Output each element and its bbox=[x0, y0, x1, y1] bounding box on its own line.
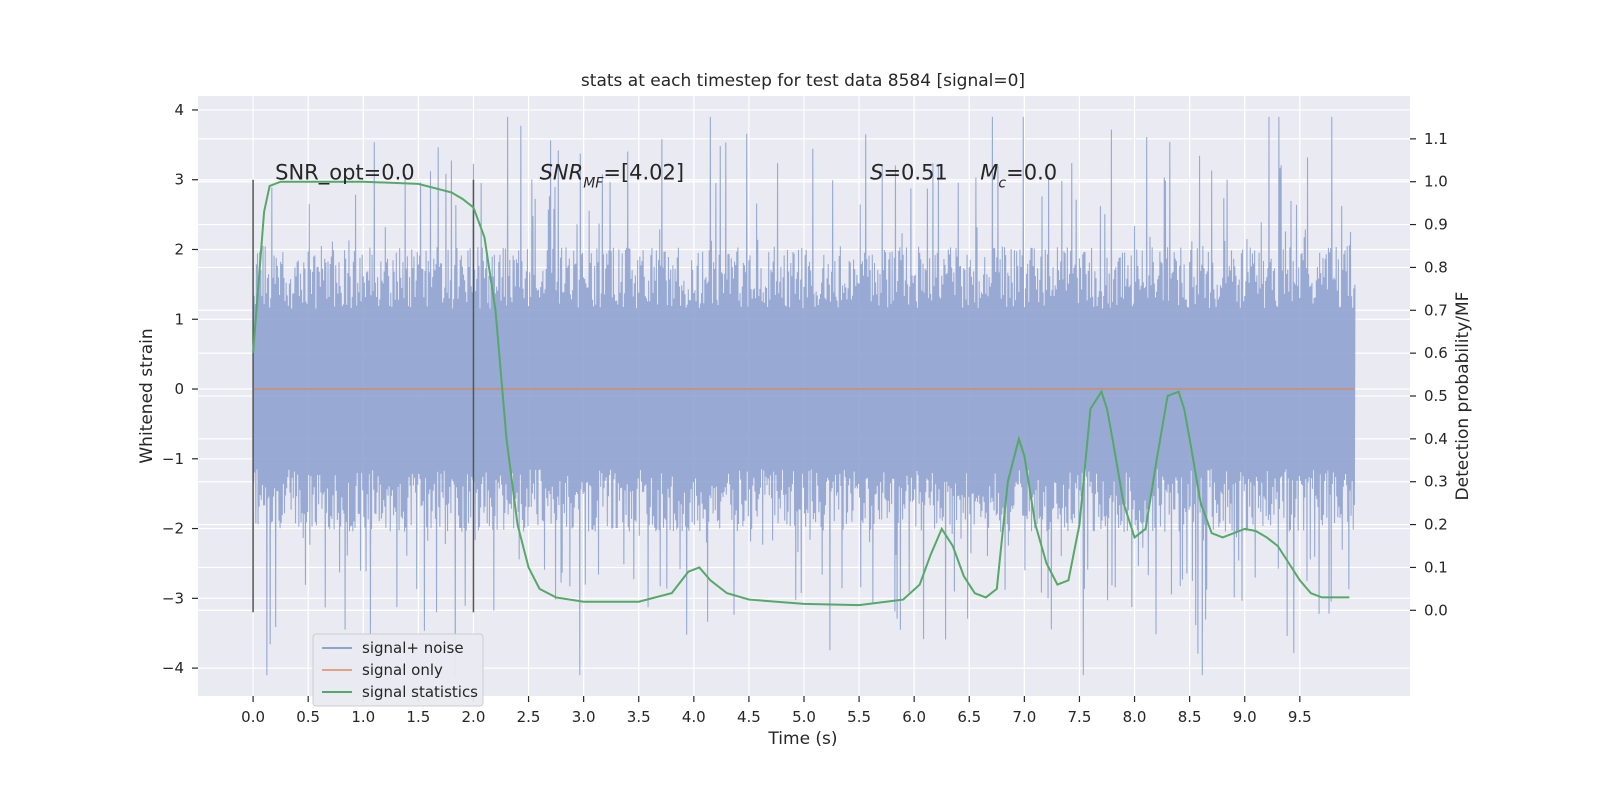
y-left-tick-label: 2 bbox=[174, 240, 184, 258]
x-tick-label: 0.0 bbox=[241, 708, 265, 726]
x-tick-label: 9.5 bbox=[1288, 708, 1312, 726]
y-left-axis-ticks: 4 3 2 1 0 −1 −2 −3 −4 bbox=[162, 101, 198, 677]
x-tick-label: 5.5 bbox=[847, 708, 871, 726]
x-tick-label: 0.5 bbox=[296, 708, 320, 726]
y-left-tick-label: −4 bbox=[162, 659, 184, 677]
y-left-tick-label: 1 bbox=[174, 310, 184, 328]
y-left-tick-label: 0 bbox=[174, 380, 184, 398]
y-right-tick-label: 0.2 bbox=[1424, 516, 1448, 534]
legend-box bbox=[312, 633, 484, 707]
x-tick-label: 2.0 bbox=[462, 708, 486, 726]
y-left-axis-label: Whitened strain bbox=[137, 328, 157, 463]
x-tick-label: 5.0 bbox=[792, 708, 816, 726]
y-right-tick-label: 0.9 bbox=[1424, 216, 1448, 234]
y-right-tick-label: 0.8 bbox=[1424, 258, 1448, 276]
noise-line bbox=[252, 116, 1356, 676]
y-right-tick-label: 0.6 bbox=[1424, 344, 1448, 362]
x-tick-label: 6.0 bbox=[902, 708, 926, 726]
y-right-tick-label: 1.1 bbox=[1424, 130, 1448, 148]
x-tick-label: 1.5 bbox=[406, 708, 430, 726]
x-axis-ticks: 0.0 0.5 1.0 1.5 2.0 2.5 3.0 3.5 4.0 4.5 5.0 5.5 6.0 6… bbox=[241, 696, 1312, 726]
y-right-tick-label: 0.4 bbox=[1424, 430, 1448, 448]
x-tick-label: 7.0 bbox=[1012, 708, 1036, 726]
annotation: S=0.51 bbox=[870, 161, 948, 185]
y-right-tick-label: 0.1 bbox=[1424, 558, 1448, 576]
annotation: SNRMF=[4.02] bbox=[540, 161, 685, 192]
x-axis-label: Time (s) bbox=[767, 729, 837, 749]
y-left-tick-label: −3 bbox=[162, 589, 184, 607]
y-right-tick-label: 0.5 bbox=[1424, 387, 1448, 405]
legend-label-signal-noise: signal+ noise bbox=[362, 639, 464, 657]
chart-title: stats at each timestep for test data 858… bbox=[581, 71, 1025, 91]
y-left-tick-label: −1 bbox=[162, 450, 184, 468]
annotation: SNR_opt=0.0 bbox=[275, 161, 415, 186]
x-tick-label: 6.5 bbox=[957, 708, 981, 726]
legend-label-signal-only: signal only bbox=[362, 661, 443, 679]
y-right-tick-label: 0.0 bbox=[1424, 601, 1448, 619]
y-right-tick-label: 0.7 bbox=[1424, 301, 1448, 319]
x-tick-label: 8.0 bbox=[1123, 708, 1147, 726]
x-tick-label: 7.5 bbox=[1068, 708, 1092, 726]
x-tick-label: 8.5 bbox=[1178, 708, 1202, 726]
x-tick-label: 9.0 bbox=[1233, 708, 1257, 726]
annotations: SNR_opt=0.0 SNRMF=[4.02] S=0.51 Mc=0.0 bbox=[275, 161, 1057, 192]
signal-statistics-line bbox=[252, 180, 1350, 607]
annotation: Mc=0.0 bbox=[980, 161, 1057, 192]
x-tick-label: 2.5 bbox=[517, 708, 541, 726]
y-left-tick-label: 4 bbox=[174, 101, 184, 119]
x-tick-label: 1.0 bbox=[351, 708, 375, 726]
y-right-axis-label: Detection probability/MF bbox=[1453, 292, 1473, 501]
y-right-tick-label: 1.0 bbox=[1424, 173, 1448, 191]
legend-label-signal-statistics: signal statistics bbox=[362, 683, 478, 701]
y-left-tick-label: −2 bbox=[162, 520, 184, 538]
x-tick-label: 4.0 bbox=[682, 708, 706, 726]
series-signal-statistics bbox=[252, 180, 1350, 607]
x-tick-label: 3.0 bbox=[572, 708, 596, 726]
legend: signal+ noise signal only signal statist… bbox=[312, 633, 484, 707]
series-signal-noise bbox=[252, 116, 1356, 676]
vertical-markers bbox=[252, 179, 475, 613]
x-tick-label: 3.5 bbox=[627, 708, 651, 726]
y-left-tick-label: 3 bbox=[174, 171, 184, 189]
y-right-axis-ticks: 1.1 1.0 0.9 0.8 0.7 0.6 0.5 0.4 0.3 0.2 0.1 0.0 bbox=[1410, 130, 1448, 619]
x-tick-label: 4.5 bbox=[737, 708, 761, 726]
y-right-tick-label: 0.3 bbox=[1424, 473, 1448, 491]
